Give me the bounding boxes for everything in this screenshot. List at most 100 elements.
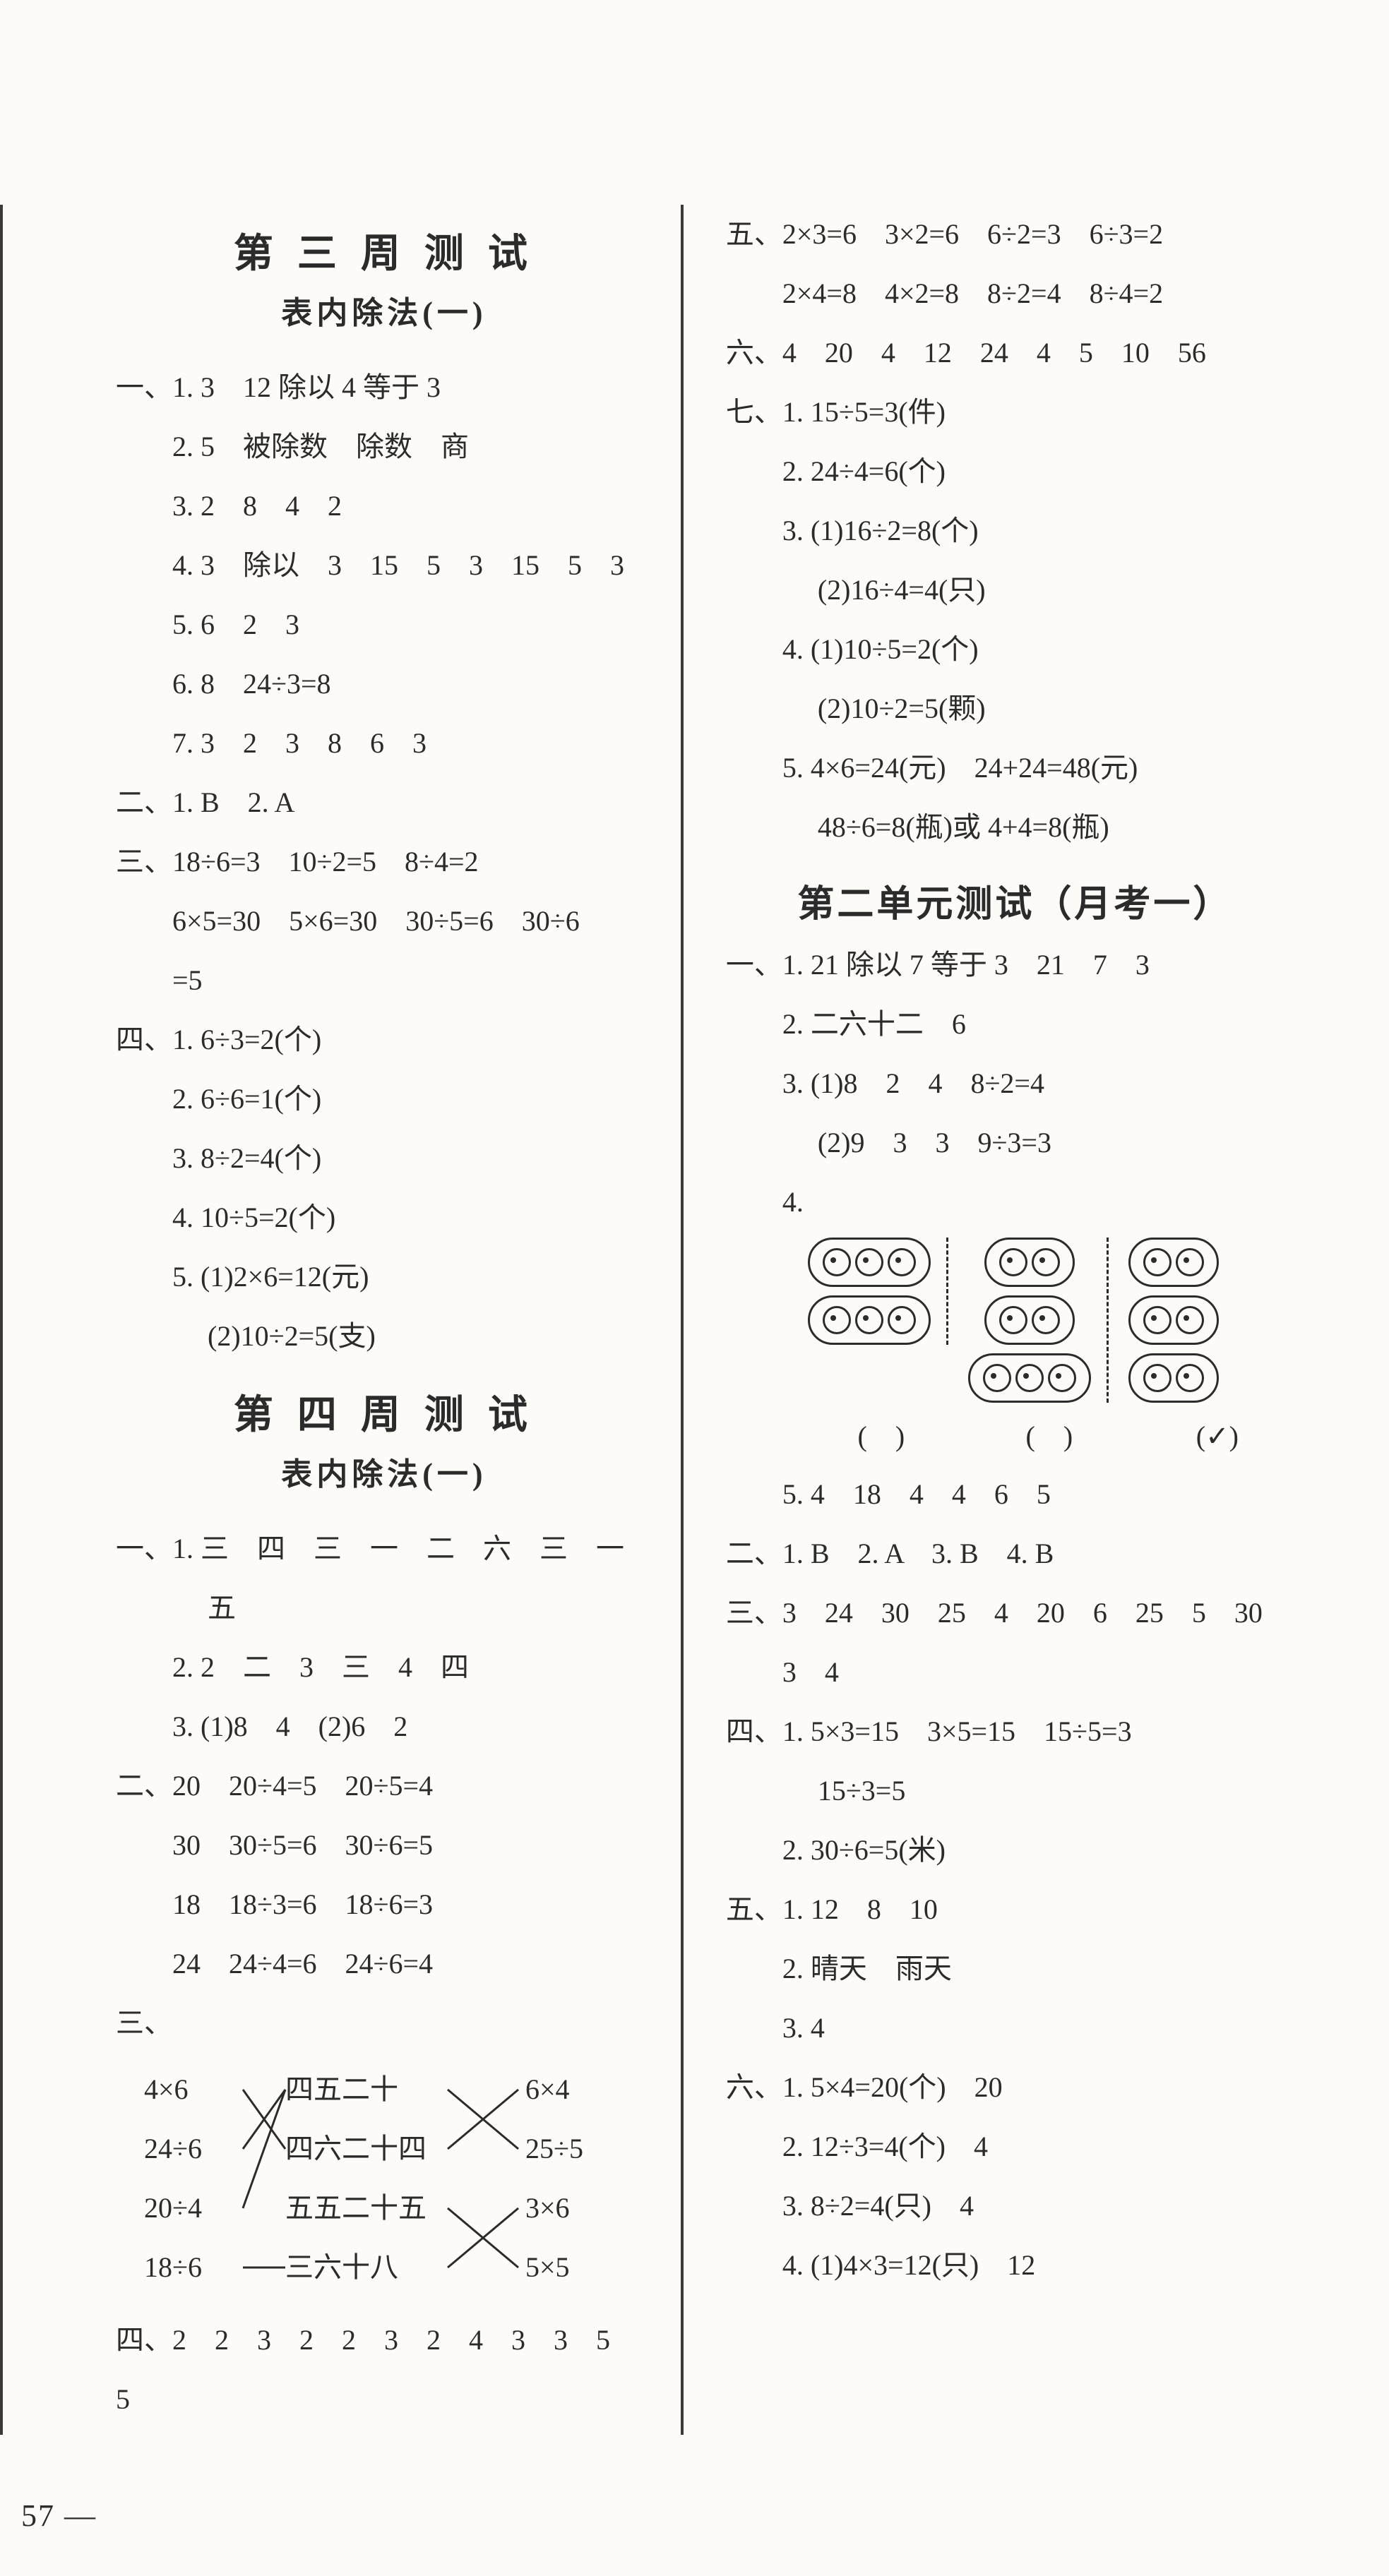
oval-answer-paren: (✓) xyxy=(1140,1408,1295,1465)
right-top-line: (2)10÷2=5(颗) xyxy=(726,679,1304,738)
unit2b-line: 三、3 24 30 25 4 20 6 25 5 30 xyxy=(726,1583,1304,1643)
week3-line: 3. 8÷2=4(个) xyxy=(116,1129,652,1188)
week3-line: =5 xyxy=(116,951,652,1010)
page-root: 第 三 周 测 试 表内除法(一) 一、1. 3 12 除以 4 等于 3 2.… xyxy=(0,0,1389,2576)
oval xyxy=(1128,1238,1219,1287)
unit2b-line: 4. (1)4×3=12(只) 12 xyxy=(726,2236,1304,2295)
week3-line: 2. 6÷6=1(个) xyxy=(116,1070,652,1129)
oval xyxy=(968,1353,1091,1403)
right-top-line: 48÷6=8(瓶)或 4+4=8(瓶) xyxy=(726,798,1304,857)
week3-title: 第 三 周 测 试 xyxy=(116,222,652,279)
oval-dot xyxy=(999,1306,1027,1334)
match-diagram: 4×624÷620÷418÷6 四五二十四六二十四五五二十五三六十八 6×425… xyxy=(144,2060,652,2300)
ovals-paren-row: ( )( )(✓) xyxy=(804,1408,1304,1465)
page-number: 57 — xyxy=(21,2498,97,2534)
oval xyxy=(984,1238,1075,1287)
unit2-body2: 5. 4 18 4 4 6 5二、1. B 2. A 3. B 4. B三、3 … xyxy=(726,1465,1304,2295)
week4a-line: 18 18÷3=6 18÷6=3 xyxy=(116,1875,652,1934)
unit2b-line: 5. 4 18 4 4 6 5 xyxy=(726,1465,1304,1524)
week3-subtitle: 表内除法(一) xyxy=(116,287,652,333)
right-top-line: 5. 4×6=24(元) 24+24=48(元) xyxy=(726,738,1304,798)
week3-body: 一、1. 3 12 除以 4 等于 3 2. 5 被除数 除数 商 3. 2 8… xyxy=(116,358,652,1366)
right-top-line: 六、4 20 4 12 24 4 5 10 56 xyxy=(726,323,1304,383)
oval-dot xyxy=(983,1364,1011,1392)
right-top-line: 2. 24÷4=6(个) xyxy=(726,442,1304,501)
oval xyxy=(1128,1353,1219,1403)
oval-dot xyxy=(823,1306,851,1334)
right-column: 五、2×3=6 3×2=6 6÷2=3 6÷3=2 2×4=8 4×2=8 8÷… xyxy=(681,205,1389,2435)
week3-line: 四、1. 6÷3=2(个) xyxy=(116,1010,652,1070)
week4-subtitle: 表内除法(一) xyxy=(116,1449,652,1494)
week4-section: 第 四 周 测 试 表内除法(一) 一、1. 三 四 三 一 二 六 三 一 五… xyxy=(116,1383,652,2429)
unit2a-line: 2. 二六十二 6 xyxy=(726,995,1304,1054)
week3-line: 三、18÷6=3 10÷2=5 8÷4=2 xyxy=(116,832,652,892)
week3-line: 7. 3 2 3 8 6 3 xyxy=(116,714,652,773)
week3-line: (2)10÷2=5(支) xyxy=(116,1307,652,1366)
unit2-body1: 一、1. 21 除以 7 等于 3 21 7 3 2. 二六十二 6 3. (1… xyxy=(726,935,1304,1232)
week4a-line: 一、1. 三 四 三 一 二 六 三 一 xyxy=(116,1519,652,1578)
unit2b-line: 五、1. 12 8 10 xyxy=(726,1880,1304,1939)
right-top-section: 五、2×3=6 3×2=6 6÷2=3 6÷3=2 2×4=8 4×2=8 8÷… xyxy=(726,205,1304,857)
week4a-line: 30 30÷5=6 30÷6=5 xyxy=(116,1816,652,1875)
match-lines-svg xyxy=(144,2060,652,2300)
unit2b-line: 六、1. 5×4=20(个) 20 xyxy=(726,2058,1304,2117)
right-top-line: 3. (1)16÷2=8(个) xyxy=(726,501,1304,561)
oval-dot xyxy=(1176,1248,1204,1276)
oval-dot xyxy=(1176,1306,1204,1334)
unit2b-line: 3. 8÷2=4(只) 4 xyxy=(726,2176,1304,2236)
unit2b-line: 四、1. 5×3=15 3×5=15 15÷5=3 xyxy=(726,1702,1304,1761)
oval-dot xyxy=(1176,1364,1204,1392)
unit2a-line: 一、1. 21 除以 7 等于 3 21 7 3 xyxy=(726,935,1304,995)
right-top-line: 4. (1)10÷5=2(个) xyxy=(726,620,1304,679)
oval-answer-paren: ( ) xyxy=(804,1408,959,1465)
oval-dot xyxy=(855,1248,883,1276)
right-top-body: 五、2×3=6 3×2=6 6÷2=3 6÷3=2 2×4=8 4×2=8 8÷… xyxy=(726,205,1304,857)
week3-section: 第 三 周 测 试 表内除法(一) 一、1. 3 12 除以 4 等于 3 2.… xyxy=(116,222,652,1366)
week3-line: 2. 5 被除数 除数 商 xyxy=(116,417,652,477)
oval-dot xyxy=(1143,1306,1172,1334)
unit2b-line: 2. 晴天 雨天 xyxy=(726,1939,1304,1999)
week3-line: 3. 2 8 4 2 xyxy=(116,477,652,536)
oval-dot xyxy=(888,1248,916,1276)
oval-dot xyxy=(1032,1248,1060,1276)
unit2a-line: 4. xyxy=(726,1173,1304,1232)
oval-dot xyxy=(999,1248,1027,1276)
week4a-line: 24 24÷4=6 24÷6=4 xyxy=(116,1934,652,1994)
oval-dot xyxy=(1143,1364,1172,1392)
unit2b-line: 二、1. B 2. A 3. B 4. B xyxy=(726,1524,1304,1583)
oval xyxy=(1128,1295,1219,1345)
right-top-line: 七、1. 15÷5=3(件) xyxy=(726,383,1304,442)
week3-line: 4. 10÷5=2(个) xyxy=(116,1188,652,1247)
oval xyxy=(808,1295,931,1345)
week3-line: 4. 3 除以 3 15 5 3 15 5 3 xyxy=(116,536,652,595)
oval-answer-paren: ( ) xyxy=(972,1408,1127,1465)
right-top-line: 2×4=8 4×2=8 8÷2=4 8÷4=2 xyxy=(726,264,1304,323)
week3-line: 二、1. B 2. A xyxy=(116,773,652,832)
two-column-layout: 第 三 周 测 试 表内除法(一) 一、1. 3 12 除以 4 等于 3 2.… xyxy=(0,205,1389,2435)
week3-line: 一、1. 3 12 除以 4 等于 3 xyxy=(116,358,652,417)
week4a-line: 五 xyxy=(116,1578,652,1638)
unit2b-line: 3. 4 xyxy=(726,1999,1304,2058)
week4b-line: 四、2 2 3 2 2 3 2 4 3 3 5 5 xyxy=(116,2311,652,2429)
week4a-line: 二、20 20÷4=5 20÷5=4 xyxy=(116,1756,652,1816)
left-column: 第 三 周 测 试 表内除法(一) 一、1. 3 12 除以 4 等于 3 2.… xyxy=(0,205,681,2435)
oval-group xyxy=(964,1238,1109,1403)
oval xyxy=(808,1238,931,1287)
oval-dot xyxy=(1032,1306,1060,1334)
week4-body1: 一、1. 三 四 三 一 二 六 三 一 五 2. 2 二 3 三 4 四 3.… xyxy=(116,1519,652,1994)
unit2b-line: 15÷3=5 xyxy=(726,1761,1304,1821)
oval-dot xyxy=(1048,1364,1076,1392)
unit2b-line: 2. 12÷3=4(个) 4 xyxy=(726,2117,1304,2176)
week4a-line: 2. 2 二 3 三 4 四 xyxy=(116,1638,652,1697)
unit2-title: 第二单元测试（月考一） xyxy=(726,874,1304,927)
oval-dot xyxy=(1015,1364,1044,1392)
oval-dot xyxy=(823,1248,851,1276)
oval-dot xyxy=(888,1306,916,1334)
week3-line: 5. 6 2 3 xyxy=(116,595,652,654)
week3-line: 5. (1)2×6=12(元) xyxy=(116,1247,652,1307)
right-top-line: (2)16÷4=4(只) xyxy=(726,561,1304,620)
unit2b-line: 2. 30÷6=5(米) xyxy=(726,1821,1304,1880)
week4a-line: 3. (1)8 4 (2)6 2 xyxy=(116,1697,652,1756)
unit2a-line: 3. (1)8 2 4 8÷2=4 xyxy=(726,1054,1304,1113)
oval-dot xyxy=(1143,1248,1172,1276)
